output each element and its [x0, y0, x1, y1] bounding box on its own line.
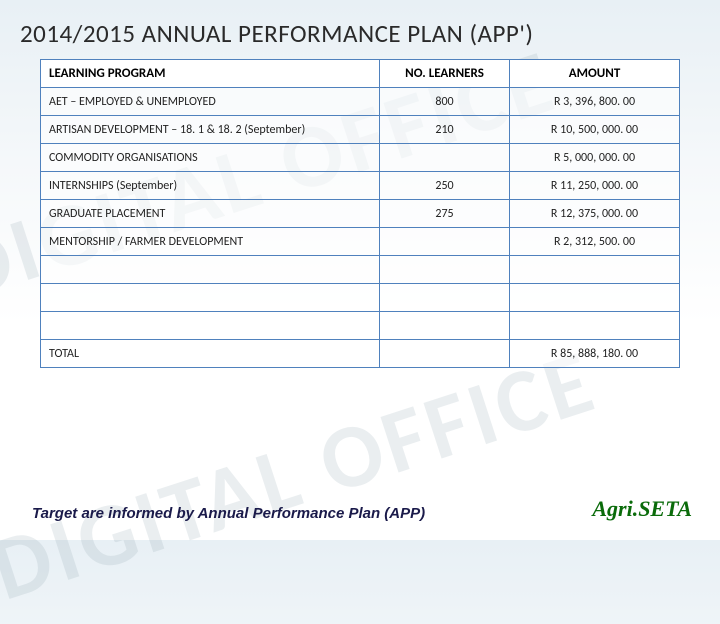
cell-learners: 275 [380, 200, 510, 228]
cell-program [41, 284, 380, 312]
cell-program [41, 256, 380, 284]
cell-learners [380, 312, 510, 340]
table-row: GRADUATE PLACEMENT 275 R 12, 375, 000. 0… [41, 200, 680, 228]
performance-table: LEARNING PROGRAM NO. LEARNERS AMOUNT AET… [40, 59, 680, 368]
cell-learners [380, 340, 510, 368]
col-header-program: LEARNING PROGRAM [41, 60, 380, 88]
table-row: MENTORSHIP / FARMER DEVELOPMENT R 2, 312… [41, 228, 680, 256]
cell-amount: R 11, 250, 000. 00 [510, 172, 680, 200]
cell-program: MENTORSHIP / FARMER DEVELOPMENT [41, 228, 380, 256]
cell-learners: 250 [380, 172, 510, 200]
cell-learners [380, 256, 510, 284]
table-row [41, 256, 680, 284]
table-row: INTERNSHIPS (September) 250 R 11, 250, 0… [41, 172, 680, 200]
cell-program: ARTISAN DEVELOPMENT – 18. 1 & 18. 2 (Sep… [41, 116, 380, 144]
cell-amount: R 3, 396, 800. 00 [510, 88, 680, 116]
brand-logo-text: Agri.SETA [592, 496, 692, 522]
table-row-total: TOTAL R 85, 888, 180. 00 [41, 340, 680, 368]
cell-amount: R 5, 000, 000. 00 [510, 144, 680, 172]
table-row: ARTISAN DEVELOPMENT – 18. 1 & 18. 2 (Sep… [41, 116, 680, 144]
table-row [41, 284, 680, 312]
cell-amount [510, 312, 680, 340]
cell-learners [380, 284, 510, 312]
cell-amount: R 85, 888, 180. 00 [510, 340, 680, 368]
cell-program [41, 312, 380, 340]
cell-learners: 210 [380, 116, 510, 144]
table-row: COMMODITY ORGANISATIONS R 5, 000, 000. 0… [41, 144, 680, 172]
cell-amount: R 12, 375, 000. 00 [510, 200, 680, 228]
cell-program: TOTAL [41, 340, 380, 368]
cell-program: COMMODITY ORGANISATIONS [41, 144, 380, 172]
cell-program: INTERNSHIPS (September) [41, 172, 380, 200]
cell-program: GRADUATE PLACEMENT [41, 200, 380, 228]
cell-learners [380, 228, 510, 256]
watermark: DIGITAL OFFICE [0, 326, 609, 624]
cell-learners [380, 144, 510, 172]
cell-amount: R 10, 500, 000. 00 [510, 116, 680, 144]
table-row [41, 312, 680, 340]
col-header-learners: NO. LEARNERS [380, 60, 510, 88]
col-header-amount: AMOUNT [510, 60, 680, 88]
footnote-text: Target are informed by Annual Performanc… [32, 505, 425, 522]
page-title: 2014/2015 ANNUAL PERFORMANCE PLAN (APP') [0, 0, 720, 59]
table-row: AET – EMPLOYED & UNEMPLOYED 800 R 3, 396… [41, 88, 680, 116]
cell-program: AET – EMPLOYED & UNEMPLOYED [41, 88, 380, 116]
cell-amount [510, 284, 680, 312]
cell-learners: 800 [380, 88, 510, 116]
cell-amount: R 2, 312, 500. 00 [510, 228, 680, 256]
cell-amount [510, 256, 680, 284]
table-header-row: LEARNING PROGRAM NO. LEARNERS AMOUNT [41, 60, 680, 88]
footer: Target are informed by Annual Performanc… [0, 496, 720, 522]
